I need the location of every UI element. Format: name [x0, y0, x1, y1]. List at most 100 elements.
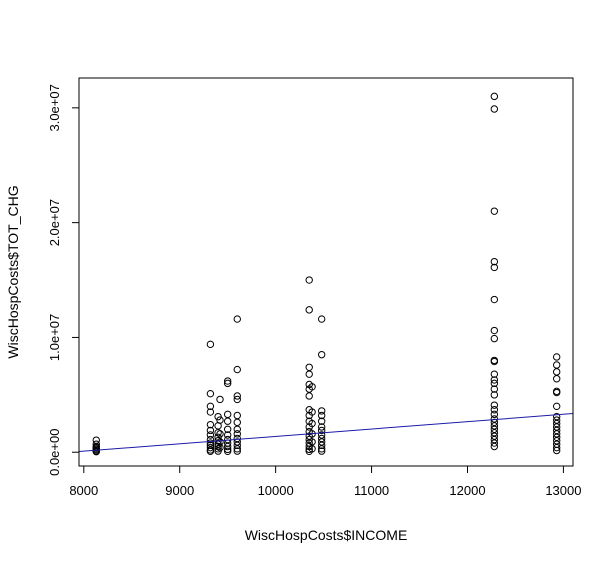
data-point — [305, 363, 313, 371]
data-point — [216, 395, 224, 404]
data-point — [317, 417, 326, 425]
data-point — [214, 429, 222, 437]
y-tick-label: 0.0e+00 — [47, 429, 62, 476]
data-point — [490, 105, 499, 113]
data-point — [233, 418, 241, 427]
data-point — [490, 410, 499, 419]
data-point — [490, 334, 499, 343]
data-point — [233, 392, 241, 400]
data-point — [317, 411, 326, 420]
data-point — [308, 419, 316, 428]
data-point — [490, 406, 499, 414]
data-point — [552, 361, 561, 369]
data-point — [206, 340, 215, 349]
data-point — [490, 439, 499, 447]
data-point — [490, 442, 499, 451]
x-tick-label: 9000 — [165, 483, 194, 498]
data-point — [490, 385, 499, 393]
data-point — [490, 207, 499, 215]
data-point — [233, 365, 241, 374]
y-tick-label: 2.0e+07 — [47, 199, 62, 246]
data-point — [233, 411, 241, 420]
data-point — [552, 402, 561, 411]
line-layer — [78, 413, 574, 453]
data-point — [552, 368, 561, 376]
data-point — [490, 357, 499, 366]
data-point — [552, 443, 561, 452]
data-point — [305, 445, 313, 454]
data-point — [552, 353, 561, 361]
data-point — [223, 431, 232, 439]
data-point — [233, 430, 241, 438]
x-tick-label: 12000 — [449, 483, 485, 498]
data-point — [223, 377, 232, 385]
data-point — [305, 370, 313, 378]
data-point — [206, 389, 215, 398]
data-point — [490, 391, 499, 399]
data-point — [214, 442, 222, 451]
data-point — [308, 408, 316, 416]
data-point — [233, 447, 241, 455]
data-point — [223, 447, 232, 456]
data-point — [490, 257, 499, 266]
data-point — [317, 350, 326, 359]
y-axis-label: WiscHospCosts$TOT_CHG — [5, 185, 21, 358]
x-tick-label: 13000 — [545, 483, 581, 498]
data-point — [305, 306, 313, 314]
data-point — [490, 295, 499, 304]
y-tick-label: 3.0e+07 — [47, 84, 62, 131]
data-point — [223, 379, 232, 388]
data-point — [308, 445, 316, 453]
data-point — [206, 420, 215, 429]
data-point — [490, 376, 499, 384]
data-point — [216, 416, 224, 424]
data-point — [206, 431, 215, 439]
data-point — [206, 426, 215, 435]
x-axis-label: WiscHospCosts$INCOME — [245, 527, 408, 543]
data-point — [223, 445, 232, 454]
data-point — [216, 443, 224, 452]
data-point — [233, 445, 241, 453]
y-axis: 0.0e+00 1.0e+07 2.0e+07 3.0e+07 — [47, 84, 79, 476]
x-tick-label: 10000 — [258, 483, 294, 498]
data-point — [305, 392, 313, 400]
data-point — [308, 383, 316, 391]
data-point — [305, 276, 313, 284]
data-point — [223, 417, 232, 425]
plot-box — [78, 77, 574, 467]
points-layer — [92, 92, 561, 456]
x-axis: 8000 9000 10000 11000 12000 13000 — [69, 466, 581, 498]
data-point — [216, 430, 224, 438]
data-point — [223, 425, 232, 433]
data-point — [206, 447, 215, 456]
data-point — [223, 442, 232, 451]
data-point — [317, 407, 326, 415]
x-tick-label: 8000 — [69, 483, 98, 498]
x-tick-label: 11000 — [354, 483, 389, 498]
data-point — [206, 402, 215, 411]
data-point — [317, 315, 326, 323]
data-point — [233, 441, 241, 450]
data-point — [490, 401, 499, 409]
data-point — [552, 375, 561, 383]
data-point — [490, 326, 499, 335]
data-point — [223, 410, 232, 419]
data-point — [490, 370, 499, 378]
regression-line — [78, 413, 574, 453]
data-point — [490, 379, 499, 388]
data-point — [233, 315, 241, 323]
data-point — [206, 443, 215, 452]
data-point — [490, 263, 499, 272]
data-point — [317, 423, 326, 431]
data-point — [214, 445, 222, 453]
data-point — [233, 425, 241, 433]
data-point — [216, 438, 224, 446]
data-point — [317, 426, 326, 435]
data-point — [552, 446, 561, 455]
data-point — [490, 92, 499, 101]
data-point — [317, 445, 326, 453]
data-point — [552, 388, 561, 397]
data-point — [233, 395, 241, 404]
y-tick-label: 1.0e+07 — [47, 314, 62, 361]
